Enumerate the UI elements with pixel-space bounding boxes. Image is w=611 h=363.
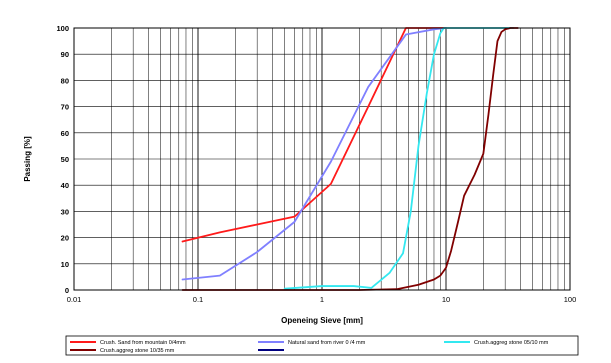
- y-tick-label: 100: [56, 24, 69, 33]
- series-lines: [181, 27, 519, 291]
- x-axis-title: Openeing Sieve [mm]: [281, 316, 363, 325]
- series-line-3: [283, 27, 515, 290]
- y-tick-label: 60: [61, 129, 69, 138]
- y-tick-label: 40: [61, 181, 69, 190]
- grid-lines: [73, 27, 570, 291]
- legend-box: [65, 335, 579, 356]
- y-tick-label: 50: [61, 155, 69, 164]
- y-tick-label: 20: [61, 234, 69, 243]
- legend-label-1: Crush. Sand from mountain 0/4mm: [100, 340, 186, 346]
- series-line-4: [181, 27, 519, 291]
- series-line-2: [181, 27, 447, 281]
- x-tick-label: 0.01: [67, 295, 82, 304]
- y-tick-labels: 0 10 20 30 40 50 60 70 80 90 100: [56, 24, 69, 295]
- y-tick-label: 80: [61, 76, 69, 85]
- y-tick-label: 70: [61, 103, 69, 112]
- y-tick-label: 10: [61, 260, 69, 269]
- plot-border: [73, 27, 571, 291]
- legend-label-2: Natural sand from river 0 /4 mm: [288, 340, 366, 346]
- x-tick-label: 0.1: [193, 295, 203, 304]
- x-tick-label: 10: [442, 295, 450, 304]
- x-tick-label: 1: [320, 295, 324, 304]
- x-tick-label: 100: [564, 295, 577, 304]
- y-tick-label: 90: [61, 50, 69, 59]
- y-tick-label: 30: [61, 207, 69, 216]
- legend-label-4: Crush.aggreg stone 10/35 mm: [100, 348, 175, 354]
- y-tick-label: 0: [65, 286, 69, 295]
- y-axis-title: Passing [%]: [23, 136, 32, 182]
- legend-label-3: Crush.aggreg stone 05/10 mm: [474, 340, 549, 346]
- x-tick-labels: 0.01 0.1 1 10 100: [67, 295, 577, 304]
- series-line-1: [181, 27, 447, 243]
- legend: Crush. Sand from mountain 0/4mm Natural s…: [70, 340, 549, 354]
